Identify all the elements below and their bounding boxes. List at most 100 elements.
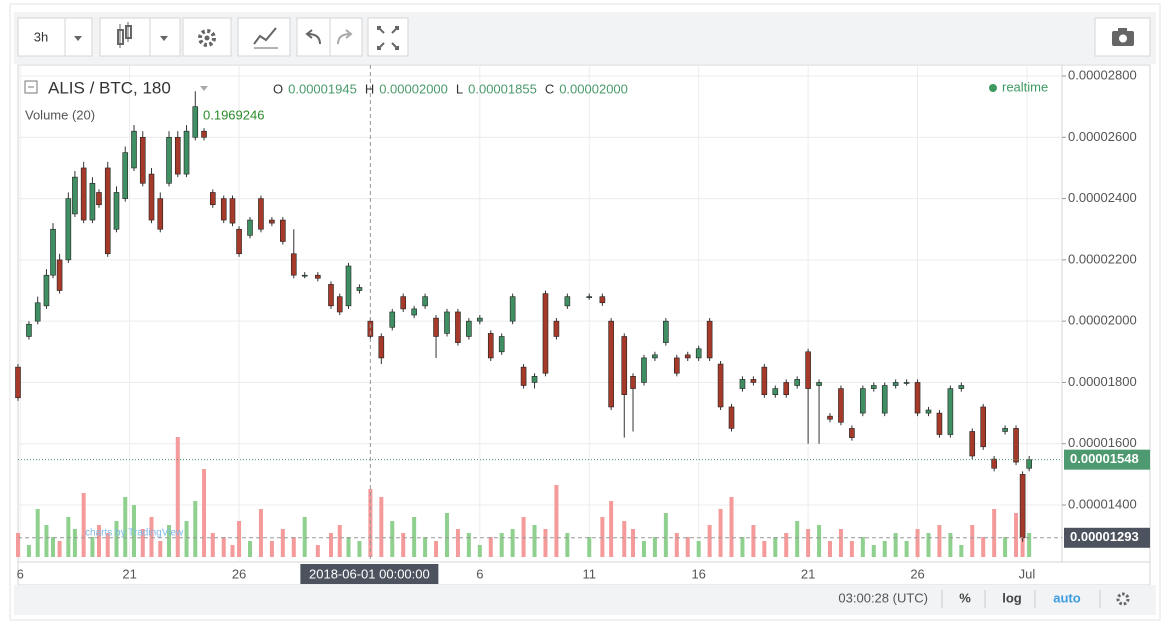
volume-bar xyxy=(554,485,559,557)
x-tick-label: 26 xyxy=(232,566,246,581)
volume-bar xyxy=(871,545,876,557)
crosshair-time-box xyxy=(300,564,439,584)
redo-button[interactable] xyxy=(329,17,363,57)
y-tick-label: 0.00002800 xyxy=(1068,67,1137,82)
volume-bar xyxy=(140,529,145,557)
candle-body xyxy=(157,198,164,230)
candle-body xyxy=(520,366,527,386)
auto-toggle[interactable]: auto xyxy=(1053,590,1081,605)
crosshair-time-label: 2018-06-01 00:00:00 xyxy=(309,566,430,581)
fullscreen-button[interactable] xyxy=(367,17,409,57)
candle-body xyxy=(925,409,932,414)
volume-bar xyxy=(258,509,263,557)
ohlc-value: 0.00001855 xyxy=(468,81,537,96)
volume-pane xyxy=(16,437,1032,557)
volume-bar xyxy=(622,521,627,557)
candle-body xyxy=(509,296,516,322)
volume-bar xyxy=(346,537,351,557)
candle-body xyxy=(96,192,102,206)
candle-body xyxy=(564,296,571,307)
candle-body xyxy=(301,274,308,277)
log-toggle[interactable]: log xyxy=(1002,590,1022,605)
volume-bar xyxy=(210,533,215,557)
volume-bar xyxy=(132,505,136,557)
settings-button[interactable] xyxy=(182,17,232,57)
candle-body xyxy=(641,357,647,383)
interval-label[interactable]: 3h xyxy=(34,29,48,44)
realtime-label: realtime xyxy=(1002,79,1048,94)
candle-body xyxy=(131,130,137,169)
crosshair-price-box xyxy=(1064,527,1150,548)
volume-bar xyxy=(328,533,333,557)
candle-body xyxy=(827,415,833,420)
volume-bar xyxy=(784,533,789,557)
candle-body xyxy=(183,130,190,175)
volume-bar xyxy=(1014,513,1019,557)
candle-body xyxy=(400,296,407,310)
collapse-icon xyxy=(24,80,38,94)
candle-body xyxy=(444,311,450,334)
candle-body xyxy=(422,296,428,307)
candle-body xyxy=(65,198,72,261)
candle-body xyxy=(487,333,494,359)
volume-bar xyxy=(221,537,226,557)
volume-bar xyxy=(740,537,745,557)
candle-body xyxy=(389,311,396,328)
volume-bar xyxy=(412,517,417,557)
axis-settings-button[interactable] xyxy=(1116,592,1130,606)
watermark: charts by TradingView xyxy=(85,528,184,539)
candles xyxy=(15,91,1032,542)
volume-bar xyxy=(849,541,854,557)
percent-toggle[interactable]: % xyxy=(959,590,971,605)
chart-style-dropdown[interactable] xyxy=(149,17,181,57)
candle-body xyxy=(695,348,702,359)
volume-bar xyxy=(302,517,307,557)
volume-bar xyxy=(81,493,86,557)
candle-body xyxy=(969,431,976,457)
volume-bar xyxy=(773,537,778,557)
candle-body xyxy=(43,274,50,307)
undo-button[interactable] xyxy=(296,17,331,57)
volume-bar xyxy=(1027,533,1032,557)
candle-body xyxy=(1019,474,1026,539)
snapshot-button[interactable] xyxy=(1094,17,1151,57)
volume-bar xyxy=(521,517,526,557)
candle-body xyxy=(761,366,768,395)
candle-body xyxy=(174,137,181,175)
x-tick-label: Jul xyxy=(1019,566,1036,581)
clock: 03:00:28 (UTC) xyxy=(838,590,928,605)
candle-body xyxy=(336,296,343,313)
symbol-title: ALIS / BTC, 180 xyxy=(48,78,171,97)
volume-bar xyxy=(202,469,207,557)
volume-bar xyxy=(915,529,920,557)
volume-bar xyxy=(477,545,482,557)
candle-body xyxy=(220,198,227,221)
volume-bar xyxy=(123,497,128,557)
volume-bar xyxy=(795,521,800,557)
candle-body xyxy=(1002,428,1008,432)
interval-dropdown[interactable] xyxy=(64,17,93,57)
volume-bar xyxy=(455,529,460,557)
candle-body xyxy=(903,382,910,384)
y-tick-label: 0.00002600 xyxy=(1068,129,1137,144)
candle-body xyxy=(34,302,41,322)
grid: 0.00001400 0.00001600 0.00001800 0.00002000… xyxy=(17,65,1137,581)
volume-bar xyxy=(499,533,504,557)
candle-body xyxy=(991,458,997,469)
volume-bar xyxy=(631,529,636,557)
indicators-button[interactable] xyxy=(237,17,291,57)
volume-bar xyxy=(838,529,843,557)
chart-style-button[interactable] xyxy=(99,17,151,57)
candle-body xyxy=(356,287,363,291)
volume-value: 0.1969246 xyxy=(203,107,264,122)
interval-button[interactable]: 3h xyxy=(17,17,66,57)
candle-body xyxy=(1026,459,1032,469)
volume-bar xyxy=(926,533,931,557)
candle-body xyxy=(849,428,855,438)
volume-bar xyxy=(35,509,40,557)
candle-body xyxy=(870,385,877,389)
x-tick-label: 6 xyxy=(476,566,483,581)
candle-body xyxy=(673,357,680,374)
volume-bar xyxy=(423,537,428,557)
candle-body xyxy=(269,219,275,224)
